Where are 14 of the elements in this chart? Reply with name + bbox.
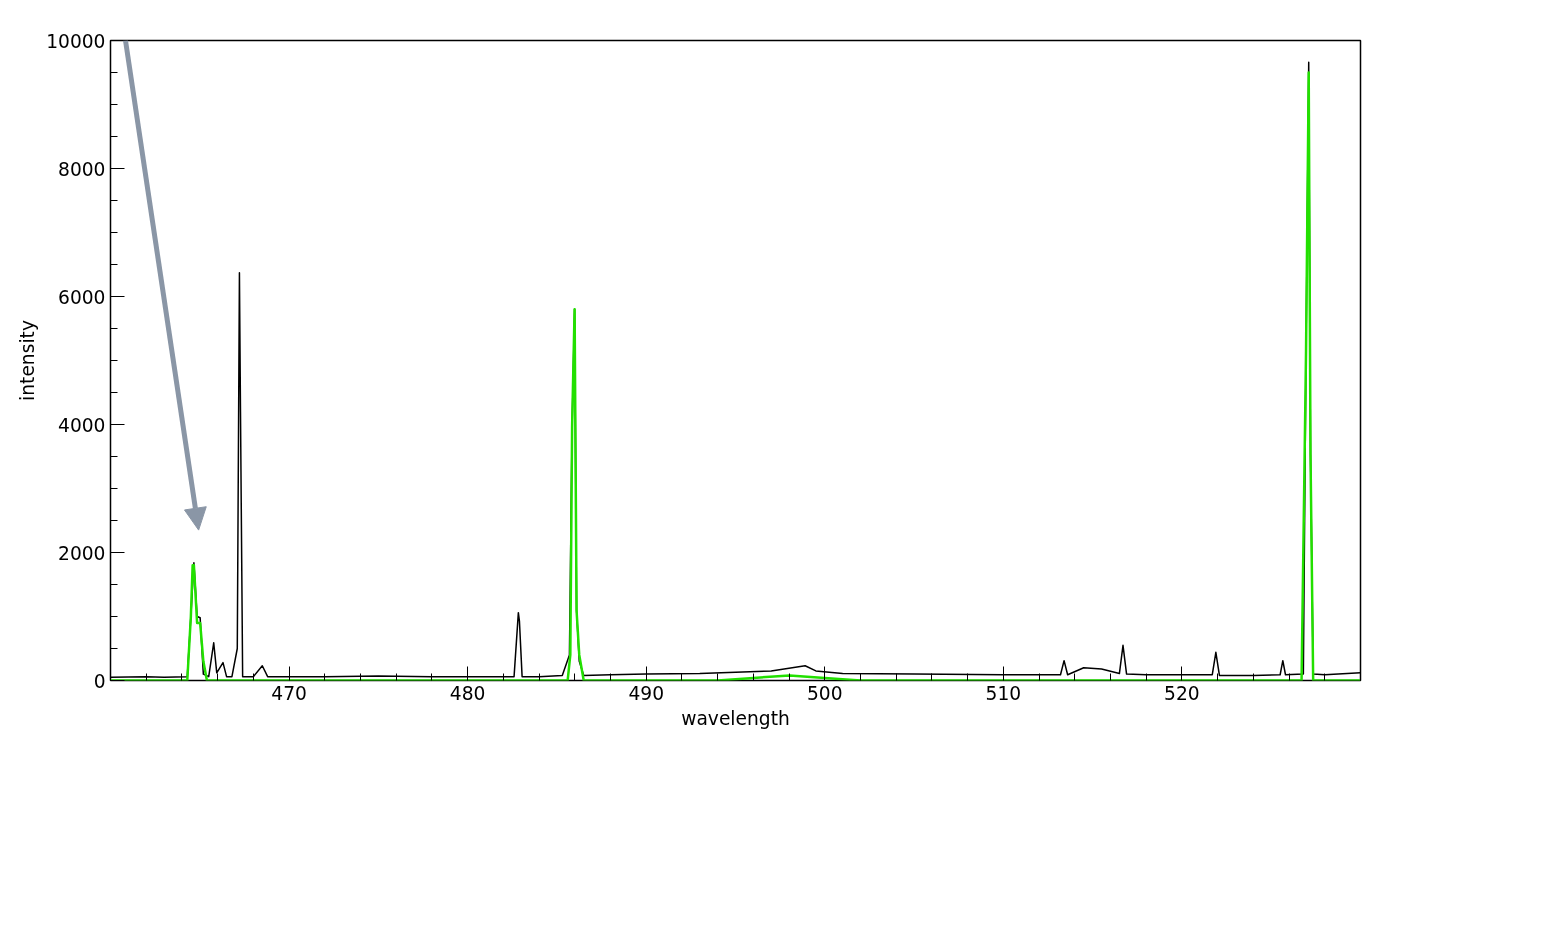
x-tick-label: 470 [271, 682, 307, 704]
y-tick-label: 0 [93, 670, 106, 692]
x-tick-label: 520 [1164, 682, 1200, 704]
x-tick-label: 480 [449, 682, 486, 704]
y-tick-label: 4000 [58, 414, 106, 436]
x-tick-label: 510 [985, 682, 1022, 704]
x-tick-label: 490 [628, 682, 665, 704]
y-tick-label: 8000 [58, 158, 106, 180]
x-tick-label: 500 [806, 682, 843, 704]
y-tick-label: 2000 [58, 542, 106, 564]
y-axis-title: intensity [17, 320, 39, 401]
y-tick-label: 10000 [46, 30, 106, 52]
x-axis-title: wavelength [681, 707, 790, 729]
y-tick-label: 6000 [58, 286, 106, 308]
